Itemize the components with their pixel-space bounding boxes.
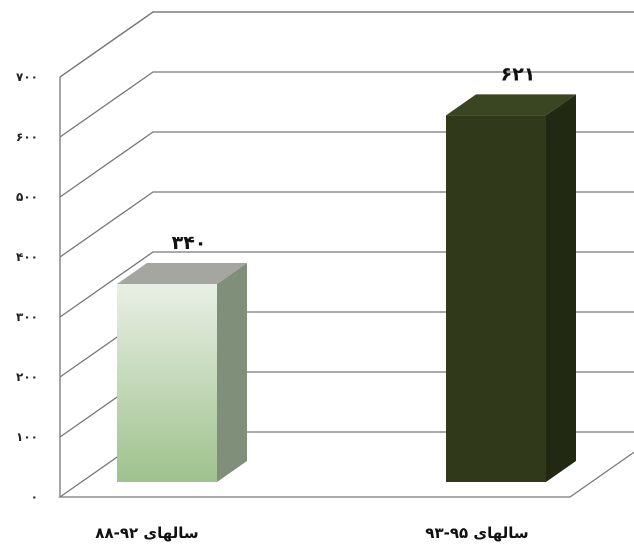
bar-side bbox=[546, 94, 576, 483]
category-labels: سالهای ۹۲-۸۸ سالهای ۹۵-۹۳ bbox=[95, 524, 528, 542]
y-tick-label: ۵۰۰ bbox=[16, 190, 38, 204]
category-label: سالهای ۹۵-۹۳ bbox=[425, 524, 528, 542]
bars bbox=[117, 94, 576, 483]
wall-top-edge bbox=[59, 11, 634, 78]
bar-top bbox=[117, 263, 247, 284]
value-labels: ۳۴۰ ۶۲۱ bbox=[172, 63, 536, 254]
y-axis-ticks: ۰ ۱۰۰ ۲۰۰ ۳۰۰ ۴۰۰ ۵۰۰ ۶۰۰ ۷۰۰ bbox=[16, 70, 38, 504]
value-label: ۳۴۰ bbox=[172, 232, 207, 254]
y-tick-label: ۷۰۰ bbox=[16, 70, 38, 84]
y-tick-label: ۴۰۰ bbox=[16, 250, 38, 264]
y-tick-label: ۲۰۰ bbox=[16, 370, 38, 384]
value-label: ۶۲۱ bbox=[501, 63, 536, 85]
y-tick-label: ۱۰۰ bbox=[16, 430, 38, 444]
bar-top bbox=[446, 94, 576, 116]
y-tick-label: ۶۰۰ bbox=[16, 130, 38, 144]
gridline bbox=[59, 11, 634, 78]
bar bbox=[117, 284, 217, 482]
y-tick-label: ۳۰۰ bbox=[16, 310, 38, 324]
bar-side bbox=[217, 263, 247, 482]
category-label: سالهای ۹۲-۸۸ bbox=[95, 524, 198, 542]
y-tick-label: ۰ bbox=[31, 490, 38, 504]
gridline bbox=[59, 71, 634, 138]
bar bbox=[446, 115, 546, 483]
